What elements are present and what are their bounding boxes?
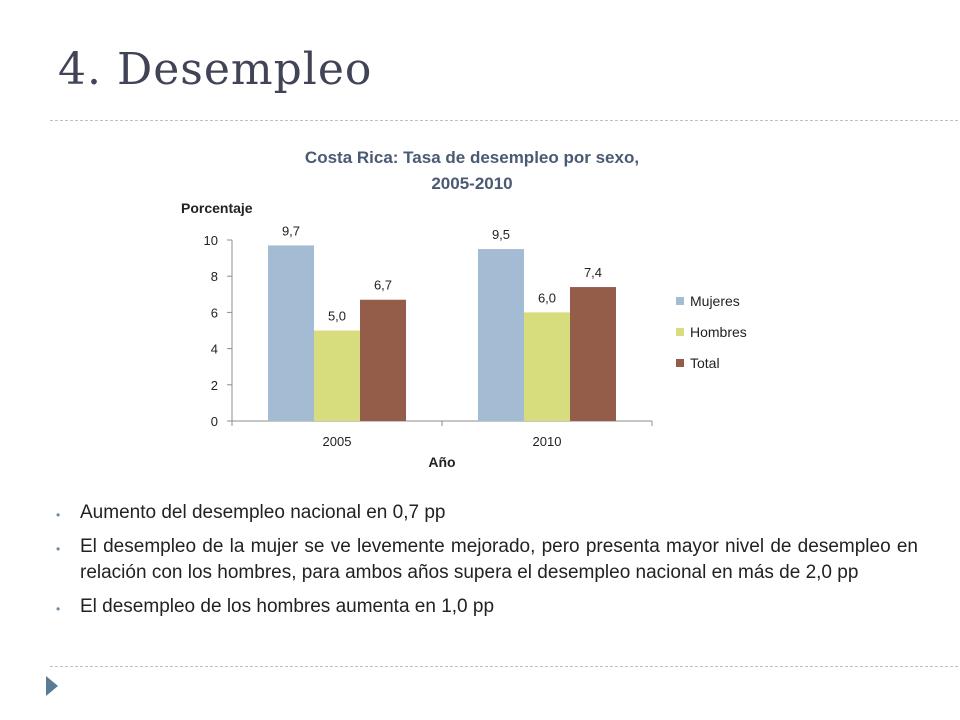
bar-data-label: 7,4 <box>584 265 602 280</box>
next-slide-arrow-icon[interactable] <box>46 676 58 696</box>
bar-data-label: 5,0 <box>328 309 346 324</box>
bottom-divider <box>50 666 960 667</box>
bullet-dot-icon: • <box>56 508 61 522</box>
bar-hombres-2010 <box>524 312 570 421</box>
bar-total-2005 <box>360 299 406 421</box>
bullet-item: • El desempleo de la mujer se ve levement… <box>50 534 918 586</box>
slide-title: 4. Desempleo <box>58 44 373 95</box>
bullet-item: • Aumento del desempleo nacional en 0,7 p… <box>50 500 918 526</box>
bar-mujeres-2010 <box>478 249 524 421</box>
legend-swatch-total <box>676 359 684 367</box>
legend-label: Hombres <box>690 324 747 340</box>
bullet-text: Aumento del desempleo nacional en 0,7 pp <box>80 502 446 523</box>
y-tick-label: 0 <box>211 414 218 429</box>
bar-data-label: 6,7 <box>374 278 392 293</box>
x-tick-label: 2005 <box>323 434 352 449</box>
y-axis-label: Porcentaje <box>181 200 253 216</box>
bar-data-label: 6,0 <box>538 290 556 305</box>
bar-mujeres-2005 <box>268 245 314 421</box>
bullet-text: El desempleo de los hombres aumenta en 1… <box>80 596 495 617</box>
legend-label: Mujeres <box>690 293 740 309</box>
bullet-item: • El desempleo de los hombres aumenta en … <box>50 594 918 620</box>
bullet-list: • Aumento del desempleo nacional en 0,7 p… <box>50 500 918 628</box>
chart-title: 2005-2010 <box>431 174 512 193</box>
y-tick-label: 8 <box>211 269 218 284</box>
y-tick-label: 2 <box>211 378 218 393</box>
x-tick-label: 2010 <box>533 434 562 449</box>
bar-hombres-2005 <box>314 330 360 421</box>
unemployment-bar-chart: Costa Rica: Tasa de desempleo por sexo, 2… <box>181 148 747 470</box>
bullet-text: El desempleo de la mujer se ve levemente… <box>80 536 918 583</box>
bar-data-label: 9,7 <box>282 223 300 238</box>
bar-total-2010 <box>570 287 616 421</box>
x-axis-label: Año <box>428 454 455 470</box>
bullet-dot-icon: • <box>56 542 61 556</box>
legend-swatch-mujeres <box>676 297 684 305</box>
legend-swatch-hombres <box>676 328 684 336</box>
y-tick-label: 10 <box>204 233 218 248</box>
bullet-dot-icon: • <box>56 602 61 616</box>
top-divider <box>50 120 960 121</box>
chart-title: Costa Rica: Tasa de desempleo por sexo, <box>305 148 639 167</box>
legend-label: Total <box>690 355 720 371</box>
bar-data-label: 9,5 <box>492 227 510 242</box>
y-tick-label: 4 <box>211 342 218 357</box>
y-tick-label: 6 <box>211 305 218 320</box>
